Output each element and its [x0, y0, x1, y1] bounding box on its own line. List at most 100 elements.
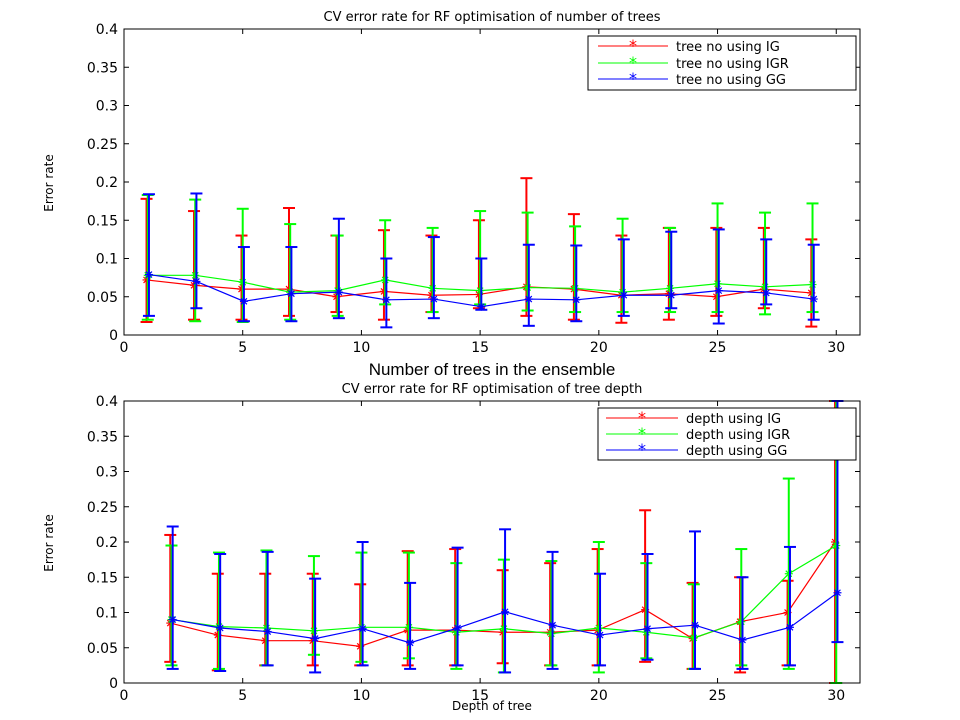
data-point: [738, 635, 747, 644]
y-tick-label: 0.35: [87, 60, 118, 76]
data-point: [713, 279, 722, 288]
data-point: [761, 282, 770, 291]
chart-1-title: CV error rate for RF optimisation of num…: [324, 10, 661, 25]
data-point: [144, 270, 153, 279]
y-tick-label: 0.2: [96, 535, 118, 551]
data-point: [571, 284, 580, 293]
data-point: [784, 569, 793, 578]
data-point: [287, 289, 296, 298]
chart-1-legend-item-igr: * tree no using IGR: [598, 53, 789, 72]
y-tick-label: 0: [109, 676, 118, 692]
x-tick-label: 5: [238, 688, 247, 704]
data-point: [524, 295, 533, 304]
data-point: [239, 297, 248, 306]
data-point: [453, 624, 462, 633]
x-tick-label: 0: [120, 340, 129, 356]
data-point: [263, 627, 272, 636]
chart-1-x-label: Number of trees in the ensemble: [369, 360, 616, 379]
y-tick-label: 0.3: [96, 99, 118, 115]
data-point: [382, 295, 391, 304]
data-point: [762, 288, 771, 297]
chart-1-legend-label: tree no using IGR: [676, 57, 789, 72]
series-1: [164, 400, 842, 684]
y-tick-label: 0.25: [87, 137, 118, 153]
chart-1-data: [140, 177, 820, 329]
chart-2-data: [164, 400, 844, 684]
series-3: [142, 192, 820, 329]
data-point: [643, 624, 652, 633]
data-point: [596, 631, 605, 640]
legend-marker-green: *: [638, 424, 646, 443]
chart-1-y-label: Error rate: [42, 154, 56, 211]
data-point: [667, 291, 676, 300]
chart-1-legend-label: tree no using IG: [676, 40, 780, 55]
data-point: [168, 615, 177, 624]
chart-2-legend-label: depth using GG: [686, 444, 787, 459]
data-point: [501, 607, 510, 616]
x-tick-label: 25: [709, 340, 727, 356]
data-point: [594, 624, 603, 633]
data-point: [832, 541, 841, 550]
data-point: [809, 295, 818, 304]
y-tick-label: 0: [109, 328, 118, 344]
chart-2-legend: * depth using IG * depth using IGR * dep…: [597, 407, 857, 461]
data-point: [714, 286, 723, 295]
chart-2-x-label: Depth of tree: [452, 699, 532, 713]
x-tick-label: 20: [590, 340, 608, 356]
data-point: [548, 621, 557, 630]
x-tick-label: 25: [709, 688, 727, 704]
x-tick-label: 30: [827, 340, 845, 356]
data-point: [737, 617, 746, 626]
data-point: [785, 623, 794, 632]
data-point: [334, 288, 343, 297]
legend-marker-blue: *: [629, 69, 637, 88]
chart-2-ticks: 0 5 10 15 20 25 30 0 0.05 0.1 0.15 0.2 0.25 0.3 0.35 0.…: [87, 394, 860, 704]
x-tick-label: 15: [471, 688, 489, 704]
legend-marker-red: *: [638, 408, 646, 427]
y-tick-label: 0.4: [96, 22, 118, 38]
data-point: [499, 624, 508, 633]
x-tick-label: 15: [471, 340, 489, 356]
data-point: [666, 284, 675, 293]
chart-1-legend-item-ig: * tree no using IG: [598, 36, 780, 55]
chart-2-y-label: Error rate: [42, 514, 56, 571]
data-point: [311, 634, 320, 643]
y-tick-label: 0.3: [96, 465, 118, 481]
data-point: [691, 621, 700, 630]
y-tick-label: 0.1: [96, 606, 118, 622]
chart-1-legend-label: tree no using GG: [676, 73, 786, 88]
data-point: [808, 280, 817, 289]
data-point: [429, 295, 438, 304]
chart-2-legend-label: depth using IGR: [686, 428, 790, 443]
x-tick-label: 10: [353, 340, 371, 356]
y-tick-label: 0.05: [87, 290, 118, 306]
data-point: [476, 286, 485, 295]
x-tick-label: 5: [238, 340, 247, 356]
y-tick-label: 0.15: [87, 570, 118, 586]
data-point: [238, 278, 247, 287]
data-point: [428, 284, 437, 293]
chart-1-legend-item-gg: * tree no using GG: [598, 69, 786, 88]
data-point: [309, 626, 318, 635]
chart-1-ticks: 0 5 10 15 20 25 30 0 0.05 0.1 0.15 0.2 0.25 0.3 0.35 0.…: [87, 22, 860, 356]
legend-marker-green: *: [629, 53, 637, 72]
data-point: [191, 271, 200, 280]
data-point: [358, 624, 367, 633]
chart-2-legend-item-gg: * depth using GG: [606, 440, 787, 459]
legend-marker-blue: *: [638, 440, 646, 459]
y-tick-label: 0.05: [87, 641, 118, 657]
data-point: [381, 275, 390, 284]
chart-2-title: CV error rate for RF optimisation of tre…: [342, 382, 643, 397]
data-point: [477, 302, 486, 311]
data-point: [406, 638, 415, 647]
chart-1-axes-box: [123, 28, 861, 336]
y-tick-label: 0.15: [87, 213, 118, 229]
panel-1: CV error rate for RF optimisation of num…: [42, 10, 861, 379]
data-point: [547, 629, 556, 638]
y-tick-label: 0.2: [96, 175, 118, 191]
x-tick-label: 20: [590, 688, 608, 704]
x-tick-label: 10: [353, 688, 371, 704]
data-point: [192, 277, 201, 286]
data-point: [833, 588, 842, 597]
